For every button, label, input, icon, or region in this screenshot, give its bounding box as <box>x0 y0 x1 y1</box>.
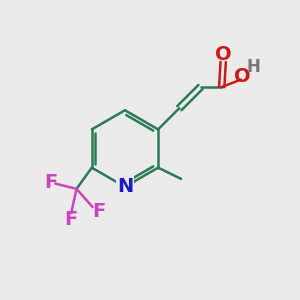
Text: O: O <box>234 67 251 85</box>
Text: H: H <box>246 58 260 76</box>
Text: F: F <box>64 210 77 229</box>
Text: F: F <box>93 202 106 221</box>
Text: N: N <box>117 177 133 196</box>
Text: O: O <box>215 45 232 64</box>
Text: F: F <box>45 173 58 192</box>
